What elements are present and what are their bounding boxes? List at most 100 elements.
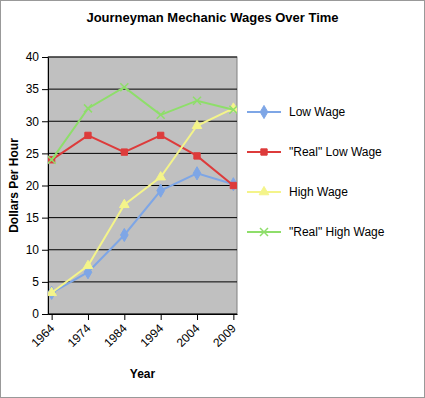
series-line: [52, 108, 234, 292]
x-tick-mark: [197, 314, 198, 320]
series-marker: [48, 157, 54, 163]
series-marker: [121, 228, 129, 241]
x-tick-mark: [88, 314, 89, 320]
series-marker: [230, 178, 237, 191]
y-tick-label: 5: [32, 275, 39, 289]
y-tick-mark: [42, 153, 48, 154]
y-tick-mark: [42, 282, 48, 283]
legend-label: "Real" Low Wage: [289, 145, 382, 159]
y-axis: 0 5 10 15 20 25 30 35 40: [26, 50, 49, 321]
x-tick: 1984: [101, 314, 130, 350]
y-tick-mark: [42, 250, 48, 251]
y-tick: 30: [26, 115, 48, 129]
chart-border: [1, 1, 425, 398]
y-tick: 35: [26, 82, 48, 96]
x-tick-mark: [233, 314, 234, 320]
grid-line: [48, 185, 237, 186]
x-tick-mark: [52, 314, 53, 320]
series-marker: [48, 287, 56, 295]
x-axis-title: Year: [130, 367, 156, 381]
legend-label: Low Wage: [289, 105, 346, 119]
x-axis-line: [49, 314, 238, 315]
x-tick-label: 1984: [101, 321, 130, 350]
x-tick: 2004: [174, 314, 203, 350]
y-tick: 25: [26, 147, 48, 161]
y-tick: 15: [26, 211, 48, 225]
legend-item: "Real" Low Wage: [247, 145, 382, 159]
x-tick: 2009: [210, 314, 239, 350]
series-line: [52, 87, 234, 160]
y-tick-mark: [42, 121, 48, 122]
y-tick-label: 20: [26, 179, 40, 193]
x-tick-mark: [124, 314, 125, 320]
y-tick-label: 35: [26, 82, 40, 96]
y-axis-line: [48, 58, 49, 315]
series-marker: [85, 132, 91, 138]
legend-item: High Wage: [247, 185, 348, 199]
grid-line: [48, 217, 237, 218]
grid-line: [48, 281, 237, 282]
grid-line: [48, 249, 237, 250]
series-marker: [83, 260, 93, 268]
y-tick-label: 0: [32, 307, 39, 321]
grid-line: [48, 89, 237, 90]
series-marker: [84, 104, 92, 112]
y-tick: 10: [26, 243, 48, 257]
y-tick-mark: [42, 89, 48, 90]
legend-item: "Real" High Wage: [247, 225, 385, 239]
legend-marker: [260, 105, 268, 118]
series-marker: [230, 182, 236, 188]
series-marker: [48, 156, 56, 164]
series-marker: [193, 97, 201, 105]
y-tick-mark: [42, 57, 48, 58]
series-area: [48, 83, 237, 299]
y-tick: 5: [32, 275, 48, 289]
series-marker: [193, 167, 201, 180]
y-tick-label: 10: [26, 243, 40, 257]
series-marker: [229, 106, 237, 114]
y-axis-title: Dollars Per Hour: [7, 138, 21, 233]
y-tick: 20: [26, 179, 48, 193]
chart-title: Journeyman Mechanic Wages Over Time: [86, 10, 338, 25]
x-tick-label: 2009: [210, 321, 239, 350]
series-marker: [121, 149, 127, 155]
y-tick-label: 25: [26, 147, 40, 161]
legend-label: "Real" High Wage: [289, 225, 385, 239]
legend: Low Wage "Real" Low Wage High Wage "Real" H…: [247, 105, 385, 239]
x-tick: 1974: [65, 314, 94, 350]
series-marker: [158, 132, 164, 138]
x-axis: 1964 197419841994 20042009: [28, 314, 239, 350]
x-tick: 1964: [28, 314, 57, 350]
series-marker: [157, 111, 165, 119]
chart: 0 5 10 15 20 25 30 35 40 1964 197419841994 20042009…: [0, 0, 425, 398]
y-tick-mark: [42, 218, 48, 219]
x-tick: 1994: [137, 314, 166, 350]
plot-background: [48, 57, 237, 314]
y-tick-mark: [42, 314, 48, 315]
legend-marker: [261, 149, 267, 155]
series-marker: [120, 83, 128, 91]
y-tick: 40: [26, 50, 48, 64]
legend-marker: [260, 228, 268, 236]
y-tick-label: 15: [26, 211, 40, 225]
x-tick-label: 1974: [65, 321, 94, 350]
legend-label: High Wage: [289, 185, 348, 199]
legend-marker: [259, 186, 269, 194]
grid-line: [48, 57, 237, 58]
series-marker: [194, 153, 200, 159]
plot: 0 5 10 15 20 25 30 35 40 1964 197419841994 20042009: [26, 50, 240, 350]
series-line: [52, 135, 234, 185]
grid-line: [48, 153, 237, 154]
x-tick-label: 1964: [28, 321, 57, 350]
series-marker: [157, 184, 165, 197]
y-tick-mark: [42, 186, 48, 187]
x-tick-mark: [161, 314, 162, 320]
series-marker: [192, 120, 202, 128]
x-tick-label: 2004: [174, 321, 203, 350]
y-tick: 0: [32, 307, 48, 321]
legend-item: Low Wage: [247, 105, 346, 119]
series-marker: [120, 199, 130, 207]
x-tick-label: 1994: [137, 321, 166, 350]
y-tick-label: 30: [26, 115, 40, 129]
series-marker: [156, 172, 166, 180]
